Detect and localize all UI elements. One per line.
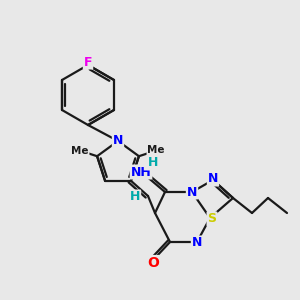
Text: H: H	[148, 157, 158, 169]
Text: N: N	[208, 172, 218, 185]
Text: N: N	[187, 185, 197, 199]
Text: Me: Me	[147, 145, 165, 155]
Text: F: F	[84, 56, 92, 68]
Text: S: S	[208, 212, 217, 226]
Text: N: N	[192, 236, 202, 250]
Text: N: N	[113, 134, 123, 148]
Text: O: O	[147, 256, 159, 270]
Text: NH: NH	[130, 166, 152, 178]
Text: Me: Me	[71, 146, 88, 156]
Text: H: H	[130, 190, 140, 203]
